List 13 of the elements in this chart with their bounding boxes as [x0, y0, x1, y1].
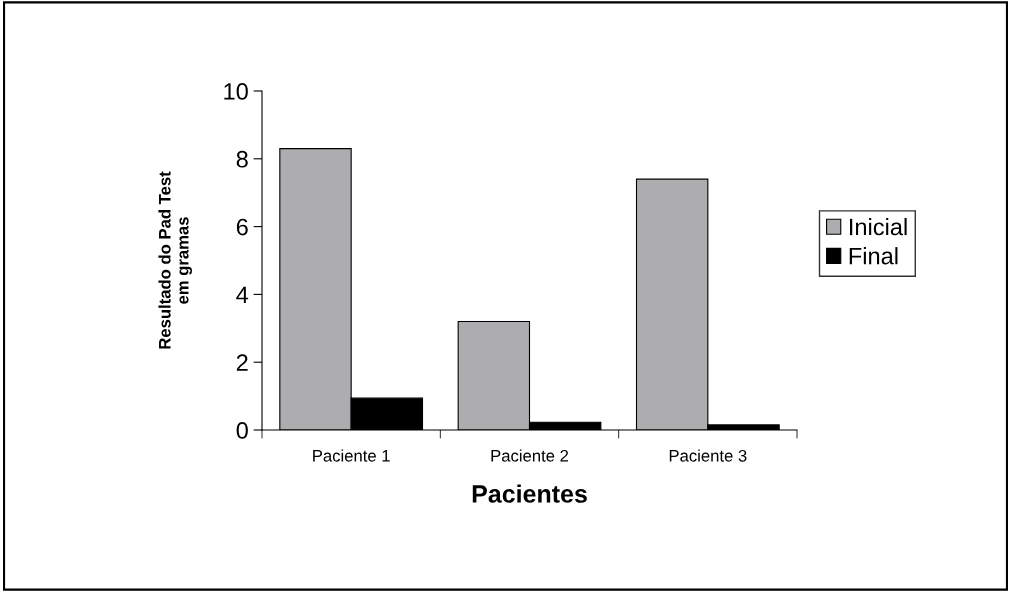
x-tick-label: Paciente 3 [669, 449, 747, 462]
y-tick-label: 6 [236, 218, 248, 236]
y-tick-label: 8 [236, 150, 248, 168]
x-tick-label: Paciente 1 [313, 449, 390, 462]
y-axis-title: Resultado do Pad Test em gramas [158, 171, 192, 349]
y-tick-label: 0 [236, 422, 248, 439]
y-tick-label: 10 [224, 83, 248, 100]
x-axis-title: Pacientes [472, 484, 587, 503]
legend-label: Inicial [850, 218, 907, 236]
y-tick-label: 2 [236, 354, 248, 371]
y-tick-label: 4 [236, 286, 249, 303]
x-tick-label: Paciente 2 [491, 449, 569, 462]
legend-label: Final [849, 247, 898, 265]
